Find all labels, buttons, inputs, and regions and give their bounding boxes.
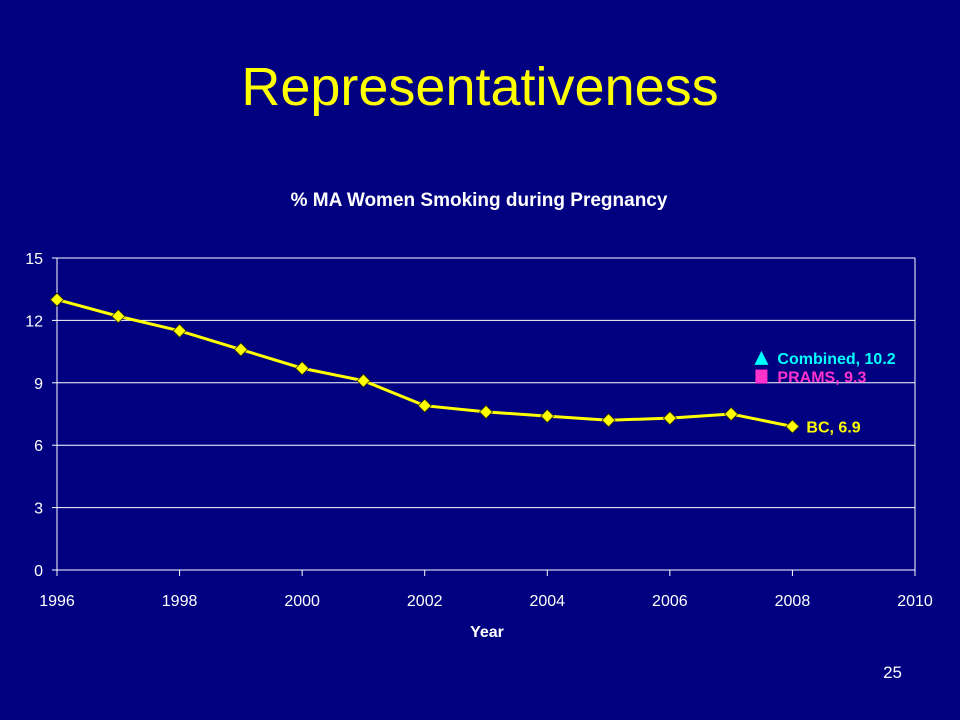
x-tick-label-2002: 2002	[407, 593, 443, 610]
page-number: 25	[883, 663, 902, 682]
y-tick-label-0: 0	[34, 563, 43, 580]
y-axis-tick-labels: 0 3 6 9 12 15	[25, 251, 43, 580]
x-tick-label-2010: 2010	[897, 593, 933, 610]
data-point-bc-2007	[724, 406, 739, 422]
data-point-bc-2008	[785, 419, 800, 434]
chart-title: % MA Women Smoking during Pregnancy	[291, 190, 668, 211]
data-point-bc-2002	[417, 398, 432, 413]
data-point-bc-2003	[478, 404, 494, 419]
data-point-bc-1997	[111, 309, 126, 324]
data-labels: BC, 6.9 Combined, 10.2 PRAMS, 9.3	[777, 351, 895, 437]
data-point-prams-2008	[755, 369, 768, 384]
x-tick-label-1998: 1998	[162, 593, 198, 610]
series-layer	[49, 292, 800, 434]
x-tick-label-1996: 1996	[39, 593, 75, 610]
data-point-bc-2006	[662, 411, 677, 426]
data-point-bc-2005	[601, 413, 616, 428]
x-tick-label-2000: 2000	[284, 593, 320, 610]
slide-title: Representativeness	[241, 57, 719, 117]
y-tick-label-12: 12	[25, 313, 43, 330]
x-tick-label-2008: 2008	[775, 593, 811, 610]
y-tick-label-15: 15	[25, 251, 43, 268]
y-tick-label-9: 9	[34, 376, 43, 393]
x-axis-tick-labels: 1996 1998 2000 2002 2004 2006 2008 2010	[39, 593, 933, 610]
y-tick-label-3: 3	[34, 501, 43, 518]
data-point-bc-1996	[49, 292, 65, 307]
x-axis-label: Year	[470, 624, 504, 641]
data-label-bc: BC, 6.9	[806, 419, 860, 436]
y-tick-label-6: 6	[34, 438, 43, 455]
gridlines	[57, 257, 915, 509]
x-tick-label-2006: 2006	[652, 593, 688, 610]
data-label-prams: PRAMS, 9.3	[777, 370, 866, 387]
data-label-combined: Combined, 10.2	[777, 351, 895, 368]
data-point-bc-1998	[172, 323, 187, 338]
data-point-bc-2000	[295, 361, 310, 376]
x-tick-label-2004: 2004	[529, 593, 565, 610]
data-point-bc-2004	[540, 409, 555, 424]
axes	[52, 257, 916, 576]
data-point-bc-1999	[233, 342, 248, 357]
data-point-combined-2008	[754, 350, 769, 365]
data-point-bc-2001	[356, 373, 371, 388]
